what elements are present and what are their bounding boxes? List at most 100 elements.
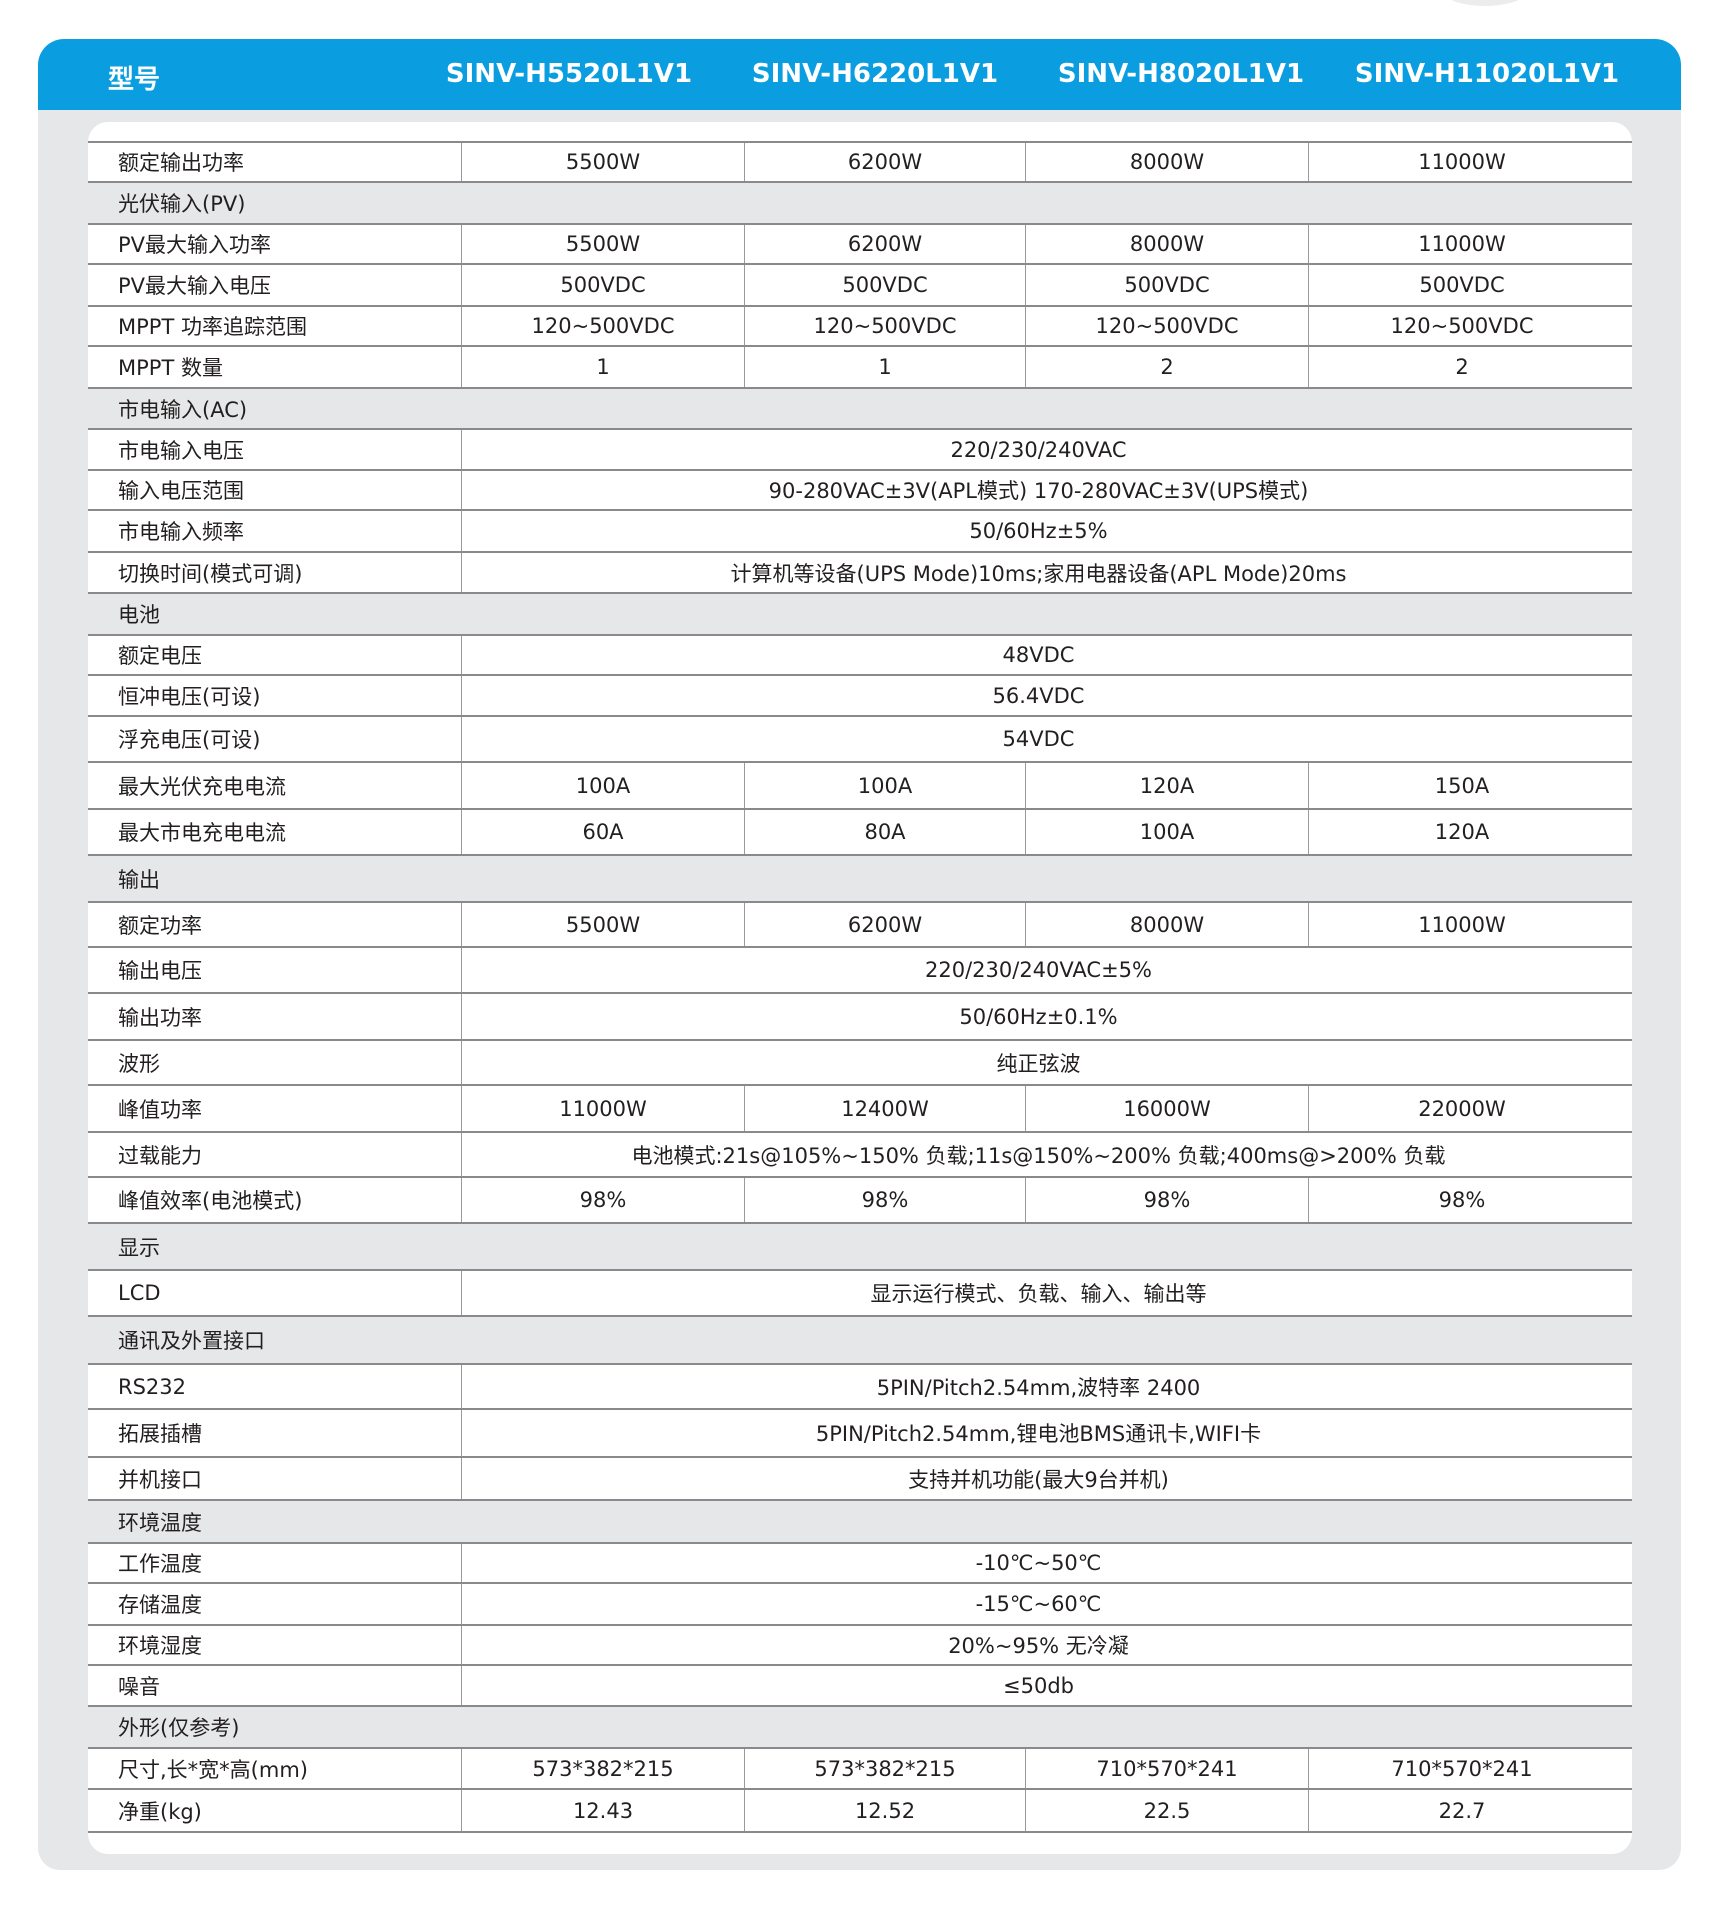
- row-label: 过载能力: [118, 1143, 202, 1168]
- row-label: 峰值功率: [118, 1097, 202, 1122]
- value-cell-all-models: 50/60Hz±5%: [461, 511, 1615, 551]
- row-label: 峰值效率(电池模式): [118, 1189, 303, 1213]
- value-cell-model-1: 120~500VDC: [461, 307, 744, 345]
- table-row: 峰值效率(电池模式) 98% 98% 98% 98%: [88, 1176, 1632, 1222]
- value-cell-model-2: 120~500VDC: [744, 307, 1025, 345]
- value-cell-model-2: 12.52: [744, 1790, 1025, 1831]
- value-cell-model-3: 710*570*241: [1025, 1749, 1308, 1788]
- value-cell-model-3: 8000W: [1025, 143, 1308, 181]
- value-cell-model-2: 6200W: [744, 143, 1025, 181]
- value-cell-model-2: 1: [744, 347, 1025, 387]
- value-cell-model-1: 573*382*215: [461, 1749, 744, 1788]
- section-header-row: 电池: [88, 592, 1632, 634]
- row-label: 环境湿度: [118, 1634, 202, 1658]
- row-label: 额定电压: [118, 644, 202, 668]
- model-name-1: SINV-H5520L1V1: [445, 59, 693, 89]
- section-header-row: 环境温度: [88, 1499, 1632, 1542]
- section-title: 市电输入(AC): [118, 397, 248, 422]
- row-label: 浮充电压(可设): [118, 728, 261, 752]
- value-cell-model-4: 98%: [1308, 1178, 1615, 1222]
- row-label: 噪音: [118, 1674, 160, 1699]
- section-header-row: 光伏输入(PV): [88, 181, 1632, 223]
- table-row: 额定输出功率 5500W 6200W 8000W 11000W: [88, 141, 1632, 181]
- value-cell-all-models: 20%~95% 无冷凝: [461, 1626, 1615, 1664]
- table-row: 切换时间(模式可调) 计算机等设备(UPS Mode)10ms;家用电器设备(AP…: [88, 551, 1632, 592]
- table-row: 工作温度 -10℃~50℃: [88, 1542, 1632, 1582]
- row-label: LCD: [118, 1281, 161, 1305]
- row-label: 输出功率: [118, 1005, 202, 1030]
- value-cell-model-3: 120~500VDC: [1025, 307, 1308, 345]
- model-name-4: SINV-H11020L1V1: [1354, 59, 1620, 89]
- value-cell-model-2: 98%: [744, 1178, 1025, 1222]
- table-row: 并机接口 支持并机功能(最大9台并机): [88, 1456, 1632, 1499]
- row-label: 输入电压范围: [118, 479, 244, 503]
- value-cell-model-2: 500VDC: [744, 265, 1025, 305]
- value-cell-model-4: 150A: [1308, 763, 1615, 808]
- value-cell-all-models: 54VDC: [461, 717, 1615, 761]
- row-label: PV最大输入功率: [118, 233, 272, 257]
- row-label: PV最大输入电压: [118, 274, 272, 298]
- table-row: 输入电压范围 90-280VAC±3V(APL模式) 170-280VAC±3V(…: [88, 469, 1632, 509]
- value-cell-model-1: 12.43: [461, 1790, 744, 1831]
- value-cell-model-1: 11000W: [461, 1086, 744, 1131]
- table-row: PV最大输入功率 5500W 6200W 8000W 11000W: [88, 223, 1632, 263]
- table-row: 噪音 ≤50db: [88, 1664, 1632, 1705]
- value-cell-all-models: 5PIN/Pitch2.54mm,锂电池BMS通讯卡,WIFI卡: [461, 1410, 1615, 1456]
- value-cell-model-2: 12400W: [744, 1086, 1025, 1131]
- table-row: 最大光伏充电电流 100A 100A 120A 150A: [88, 761, 1632, 808]
- table-row: PV最大输入电压 500VDC 500VDC 500VDC 500VDC: [88, 263, 1632, 305]
- decorative-shape: [1440, 0, 1530, 6]
- row-label: 输出电压: [118, 959, 202, 983]
- value-cell-model-1: 5500W: [461, 903, 744, 946]
- row-label: 工作温度: [118, 1552, 202, 1576]
- row-label: 净重(kg): [118, 1799, 202, 1824]
- section-header-row: 显示: [88, 1222, 1632, 1269]
- value-cell-all-models: 220/230/240VAC: [461, 430, 1615, 469]
- value-cell-model-1: 5500W: [461, 225, 744, 263]
- value-cell-model-3: 2: [1025, 347, 1308, 387]
- table-row: 拓展插槽 5PIN/Pitch2.54mm,锂电池BMS通讯卡,WIFI卡: [88, 1408, 1632, 1456]
- value-cell-all-models: -10℃~50℃: [461, 1544, 1615, 1582]
- value-cell-model-4: 11000W: [1308, 143, 1615, 181]
- value-cell-model-3: 22.5: [1025, 1790, 1308, 1831]
- table-row: 浮充电压(可设) 54VDC: [88, 715, 1632, 761]
- table-row: 最大市电充电电流 60A 80A 100A 120A: [88, 808, 1632, 854]
- value-cell-model-3: 8000W: [1025, 225, 1308, 263]
- row-label: MPPT 功率追踪范围: [118, 315, 307, 339]
- value-cell-model-2: 100A: [744, 763, 1025, 808]
- table-row: 市电输入电压 220/230/240VAC: [88, 428, 1632, 469]
- value-cell-model-3: 98%: [1025, 1178, 1308, 1222]
- value-cell-model-3: 100A: [1025, 810, 1308, 854]
- value-cell-all-models: ≤50db: [461, 1666, 1615, 1705]
- value-cell-model-1: 500VDC: [461, 265, 744, 305]
- row-label: 切换时间(模式可调): [118, 561, 303, 586]
- value-cell-model-4: 11000W: [1308, 903, 1615, 946]
- row-label: 并机接口: [118, 1467, 202, 1492]
- value-cell-all-models: -15℃~60℃: [461, 1584, 1615, 1624]
- value-cell-model-4: 22.7: [1308, 1790, 1615, 1831]
- row-label: 最大光伏充电电流: [118, 774, 286, 799]
- value-cell-model-1: 60A: [461, 810, 744, 854]
- value-cell-all-models: 90-280VAC±3V(APL模式) 170-280VAC±3V(UPS模式): [461, 471, 1615, 509]
- table-row: 尺寸,长*宽*高(mm) 573*382*215 573*382*215 710*57…: [88, 1747, 1632, 1788]
- section-title: 外形(仅参考): [118, 1716, 240, 1740]
- table-row: 输出电压 220/230/240VAC±5%: [88, 946, 1632, 992]
- table-row: 峰值功率 11000W 12400W 16000W 22000W: [88, 1084, 1632, 1131]
- value-cell-model-2: 573*382*215: [744, 1749, 1025, 1788]
- value-cell-all-models: 计算机等设备(UPS Mode)10ms;家用电器设备(APL Mode)20m…: [461, 553, 1615, 592]
- value-cell-model-1: 1: [461, 347, 744, 387]
- section-header-row: 输出: [88, 854, 1632, 901]
- table-row: 市电输入频率 50/60Hz±5%: [88, 509, 1632, 551]
- table-row: MPPT 数量 1 1 2 2: [88, 345, 1632, 387]
- table-row: 额定电压 48VDC: [88, 634, 1632, 674]
- value-cell-all-models: 显示运行模式、负载、输入、输出等: [461, 1271, 1615, 1315]
- value-cell-model-3: 120A: [1025, 763, 1308, 808]
- table-row: LCD 显示运行模式、负载、输入、输出等: [88, 1269, 1632, 1315]
- value-cell-model-2: 80A: [744, 810, 1025, 854]
- row-label: 市电输入频率: [118, 520, 244, 544]
- section-header-row: 通讯及外置接口: [88, 1315, 1632, 1363]
- value-cell-all-models: 纯正弦波: [461, 1041, 1615, 1084]
- section-title: 输出: [118, 867, 160, 892]
- table-row: 额定功率 5500W 6200W 8000W 11000W: [88, 901, 1632, 946]
- value-cell-model-2: 6200W: [744, 903, 1025, 946]
